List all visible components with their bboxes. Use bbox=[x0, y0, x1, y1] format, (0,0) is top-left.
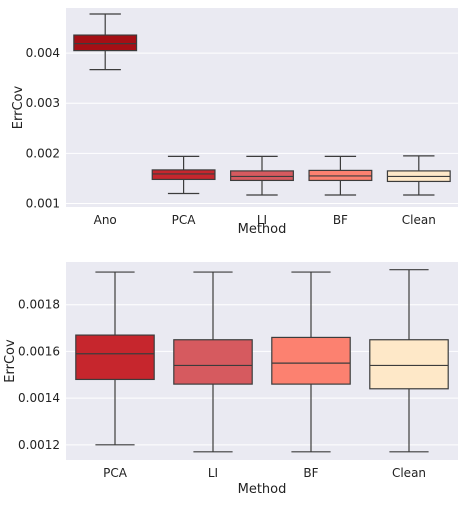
box-pca bbox=[75, 271, 155, 446]
y-tick-label: 0.0012 bbox=[18, 438, 60, 452]
bottom-box-plot: 0.0012 0.0014 0.0016 0.0018 PCA LI BF Clean Meth… bbox=[3, 262, 458, 497]
box-body bbox=[230, 170, 294, 182]
x-tick-label: LI bbox=[208, 466, 218, 480]
y-tick-label: 0.002 bbox=[26, 146, 60, 160]
y-tick-label: 0.0016 bbox=[18, 344, 60, 358]
x-tick-label: BF bbox=[333, 213, 348, 227]
y-axis-label: ErrCov bbox=[3, 339, 18, 383]
box-clean bbox=[386, 155, 451, 196]
top-box-plot: 0.001 0.002 0.003 0.004 Ano PCA LI BF Clean Metho… bbox=[11, 8, 458, 237]
x-tick-label: Clean bbox=[402, 213, 436, 227]
box-li bbox=[230, 155, 294, 196]
x-axis-label: Method bbox=[238, 222, 287, 237]
x-axis-label: Method bbox=[238, 482, 287, 497]
x-tick-label: PCA bbox=[172, 213, 197, 227]
y-axis-label: ErrCov bbox=[11, 85, 26, 129]
y-tick-label: 0.004 bbox=[26, 46, 60, 60]
box-body bbox=[151, 169, 216, 181]
y-tick-label: 0.003 bbox=[26, 96, 60, 110]
box-body bbox=[75, 334, 155, 381]
box-ano bbox=[73, 13, 138, 71]
box-body bbox=[271, 336, 351, 385]
box-clean bbox=[369, 269, 449, 453]
box-body bbox=[73, 34, 138, 52]
x-tick-label: PCA bbox=[103, 466, 128, 480]
y-tick-label: 0.001 bbox=[26, 196, 60, 210]
box-body bbox=[369, 339, 449, 390]
box-body bbox=[173, 339, 253, 385]
x-tick-label: LI bbox=[257, 213, 267, 227]
y-tick-label: 0.0018 bbox=[18, 298, 60, 312]
box-pca bbox=[151, 155, 216, 195]
y-tick-label: 0.0014 bbox=[18, 391, 60, 405]
box-li bbox=[173, 271, 253, 453]
x-tick-label: Ano bbox=[94, 213, 117, 227]
box-bf bbox=[271, 271, 351, 453]
x-tick-label: Clean bbox=[392, 466, 426, 480]
x-tick-label: BF bbox=[303, 466, 318, 480]
box-bf bbox=[308, 155, 373, 196]
